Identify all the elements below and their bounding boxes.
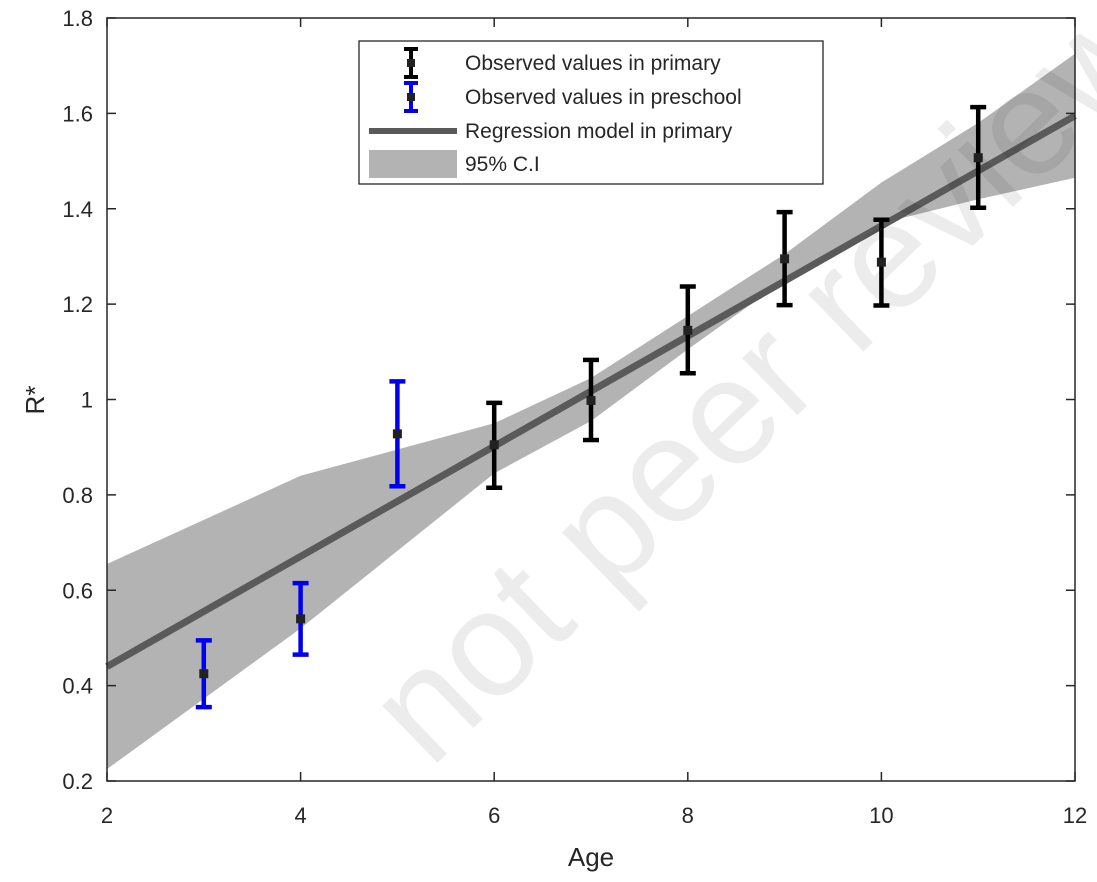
legend-label: Observed values in preschool xyxy=(465,86,742,109)
y-tick-label: 0.4 xyxy=(62,674,93,699)
x-tick-label: 2 xyxy=(101,803,113,828)
y-tick-label: 1.8 xyxy=(62,6,93,31)
data-point-marker xyxy=(199,669,209,679)
y-tick-label: 1.2 xyxy=(62,292,93,317)
errorbar-point xyxy=(486,400,503,490)
x-tick-label: 10 xyxy=(869,803,893,828)
errorbar-point xyxy=(679,284,696,376)
errorbar-point xyxy=(776,209,793,308)
errorbar-point xyxy=(292,580,309,657)
y-axis-label: R* xyxy=(20,386,50,415)
data-point-marker xyxy=(973,153,983,163)
y-tick-label: 1 xyxy=(81,388,93,413)
legend-label: Observed values in primary xyxy=(465,52,721,75)
x-tick-label: 8 xyxy=(682,803,694,828)
errorbar-point xyxy=(389,379,406,489)
y-tick-label: 1.4 xyxy=(62,197,93,222)
x-tick-label: 4 xyxy=(294,803,306,828)
errorbar-point xyxy=(195,638,212,710)
legend-item: Observed values in preschool xyxy=(404,81,742,113)
y-tick-label: 1.6 xyxy=(62,101,93,126)
x-axis: 2 4 6 8 10 12 xyxy=(101,18,1087,828)
errorbars xyxy=(195,104,987,710)
y-axis: 0.2 0.4 0.6 0.8 1 1.2 1.4 1.6 1.8 xyxy=(62,6,1075,794)
data-point-marker xyxy=(780,254,790,264)
y-tick-label: 0.6 xyxy=(62,578,93,603)
y-tick-label: 0.8 xyxy=(62,483,93,508)
legend-marker xyxy=(407,93,415,101)
legend-marker xyxy=(407,59,415,67)
data-point-marker xyxy=(489,440,499,450)
data-point-marker xyxy=(586,395,596,405)
x-tick-label: 6 xyxy=(488,803,500,828)
errorbar-point xyxy=(583,357,599,443)
legend-item: Observed values in primary xyxy=(404,47,721,79)
legend-swatch xyxy=(369,150,457,178)
x-axis-label: Age xyxy=(568,842,614,872)
legend: Observed values in primary Observed value… xyxy=(358,40,824,185)
errorbar-point xyxy=(970,104,987,211)
data-point-marker xyxy=(683,325,693,335)
data-point-marker xyxy=(876,257,886,267)
y-tick-label: 0.2 xyxy=(62,769,93,794)
legend-label: 95% C.I xyxy=(465,153,540,176)
errorbar-point xyxy=(873,217,890,308)
data-point-marker xyxy=(296,614,306,624)
x-tick-label: 12 xyxy=(1063,803,1087,828)
legend-label: Regression model in primary xyxy=(465,120,733,143)
legend-item: 95% C.I xyxy=(369,150,540,178)
legend-item: Regression model in primary xyxy=(369,120,733,143)
data-point-marker xyxy=(392,429,402,439)
